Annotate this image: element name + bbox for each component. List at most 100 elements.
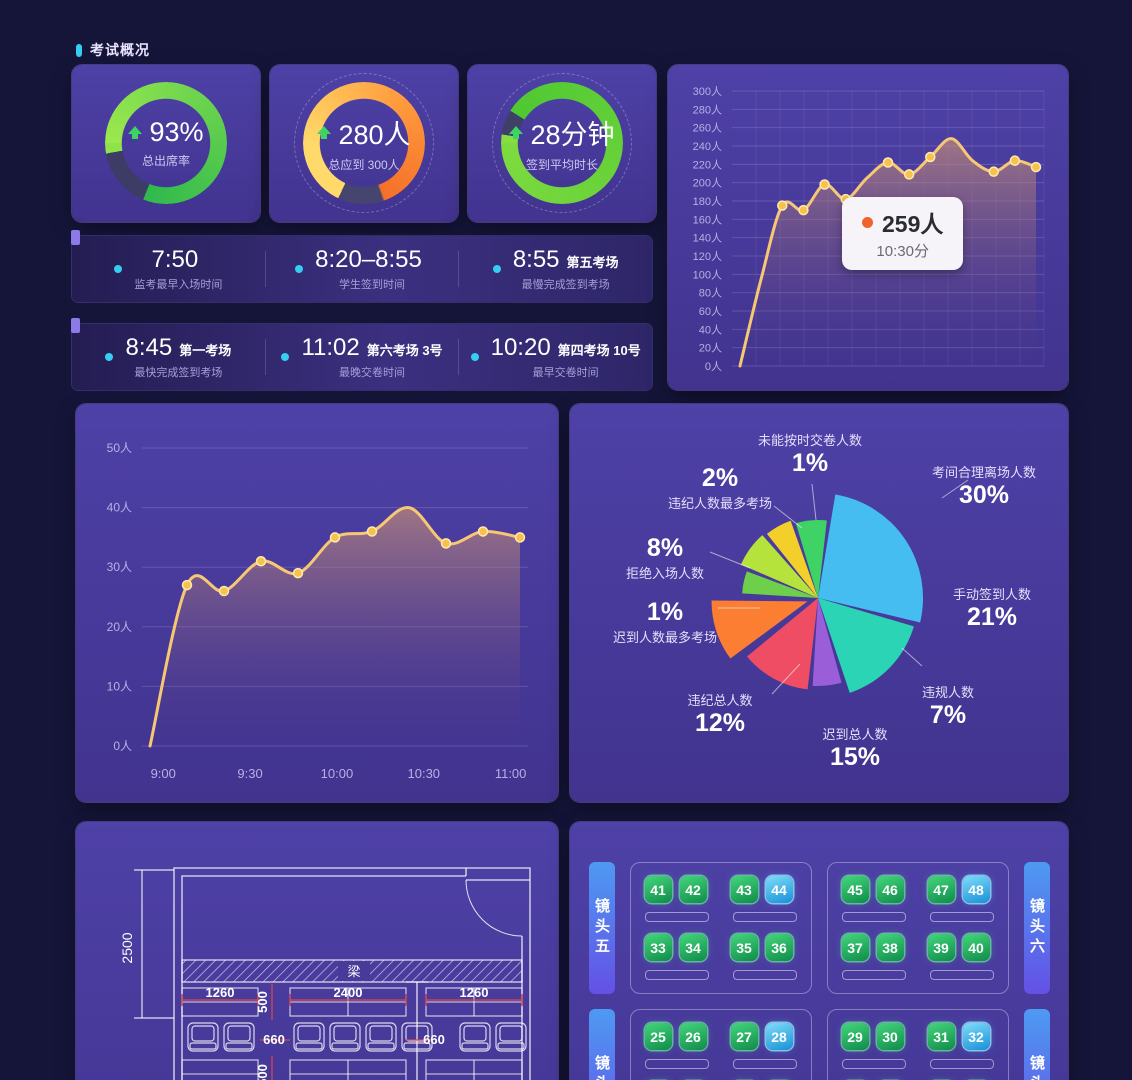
- data-point[interactable]: [777, 200, 788, 211]
- seat-26[interactable]: 26: [679, 1023, 707, 1050]
- seat-39[interactable]: 39: [927, 934, 955, 961]
- tooltip-time: 10:30分: [876, 243, 929, 260]
- svg-text:80人: 80人: [699, 287, 722, 300]
- svg-text:2400: 2400: [334, 985, 363, 1000]
- seat-48[interactable]: 48: [962, 876, 990, 903]
- data-point[interactable]: [181, 579, 193, 591]
- camera-label: 镜头: [1023, 1009, 1050, 1080]
- data-point[interactable]: [1030, 161, 1042, 173]
- data-point[interactable]: [477, 526, 489, 537]
- chairs: [187, 1022, 527, 1052]
- section-bullet-icon: [76, 43, 82, 57]
- seat-43[interactable]: 43: [730, 876, 758, 903]
- data-point[interactable]: [925, 151, 936, 163]
- data-point[interactable]: [514, 532, 526, 543]
- desk-bar: [929, 912, 994, 922]
- data-point[interactable]: [988, 166, 999, 177]
- seat-28[interactable]: 28: [765, 1023, 793, 1050]
- svg-text:30人: 30人: [107, 560, 132, 574]
- dot-icon: [295, 265, 304, 273]
- seat-38[interactable]: 38: [876, 934, 904, 961]
- stat-time: 11:02: [301, 334, 360, 361]
- up-arrow-icon: [317, 125, 332, 140]
- data-point[interactable]: [798, 204, 809, 216]
- seat-block: 25 26 27 28: [629, 1009, 812, 1080]
- seat-42[interactable]: 42: [679, 876, 707, 903]
- data-point[interactable]: [440, 538, 452, 549]
- data-point[interactable]: [903, 169, 915, 180]
- stat-time: 7:50: [151, 246, 199, 273]
- stat-label: 学生签到时间: [339, 279, 405, 291]
- up-arrow-icon: [128, 125, 143, 140]
- data-point[interactable]: [1009, 155, 1021, 166]
- attendance-rate-card: 93% 总出席率: [72, 65, 260, 222]
- svg-text:9:00: 9:00: [151, 766, 176, 781]
- pie-chart-panel: 未能按时交卷人数 1% 考间合理离场人数 30% 2% 违纪人数最多考场 8% 拒绝入场人数 1…: [570, 404, 1068, 802]
- seat-33[interactable]: 33: [644, 934, 672, 961]
- seat-31[interactable]: 31: [927, 1023, 955, 1050]
- stat-proctor-entry: 7:50 监考最早入场时间: [72, 246, 265, 292]
- pie-slice-4[interactable]: [747, 598, 818, 690]
- svg-text:180人: 180人: [693, 195, 722, 208]
- seat-45[interactable]: 45: [841, 876, 869, 903]
- pie-slice-1[interactable]: [818, 494, 923, 623]
- svg-text:280人: 280人: [693, 103, 722, 116]
- desk-bar: [841, 1059, 906, 1069]
- data-point[interactable]: [218, 585, 230, 597]
- seat-40[interactable]: 40: [962, 934, 990, 961]
- seat-47[interactable]: 47: [927, 876, 955, 903]
- desk-bar: [929, 1059, 994, 1069]
- pie-slice-7[interactable]: [740, 535, 818, 598]
- svg-text:60人: 60人: [699, 305, 722, 318]
- data-point[interactable]: [255, 555, 267, 567]
- checkin-pie-chart[interactable]: [570, 404, 1068, 802]
- camera-label: 镜头六: [1023, 862, 1050, 994]
- seat-41[interactable]: 41: [644, 876, 672, 903]
- data-point[interactable]: [329, 532, 341, 543]
- pie-slice-3[interactable]: [812, 598, 842, 686]
- floorplan-panel: 梁: [76, 822, 558, 1080]
- desk-bar: [732, 1059, 797, 1069]
- walls: [173, 867, 531, 1080]
- seat-36[interactable]: 36: [765, 934, 793, 961]
- seatmap-groups: 镜头五 41 42 43 44 33 34 35 36 45 46 47 48 37 38 39 40 镜头六 镜头…: [570, 822, 1068, 1080]
- card-label: 总应到 300人: [328, 158, 400, 172]
- seat-32[interactable]: 32: [962, 1023, 990, 1050]
- pie-slice-6[interactable]: [742, 571, 818, 598]
- svg-text:1260: 1260: [206, 985, 235, 1000]
- pie-slice-2[interactable]: [818, 598, 914, 693]
- seat-35[interactable]: 35: [730, 934, 758, 961]
- seat-block: 41 42 43 44 33 34 35 36: [629, 862, 812, 994]
- seat-30[interactable]: 30: [876, 1023, 904, 1050]
- seat-37[interactable]: 37: [841, 934, 869, 961]
- data-point[interactable]: [819, 179, 830, 190]
- data-point[interactable]: [292, 567, 304, 579]
- seat-29[interactable]: 29: [841, 1023, 869, 1050]
- room-chart-panel: 0人 10人 20人 30人 40人 50人 9:00 9:30 10:00 10:30 11:00: [76, 404, 558, 802]
- pie-slice-5[interactable]: [711, 600, 808, 659]
- svg-text:660: 660: [423, 1032, 445, 1047]
- seat-34[interactable]: 34: [679, 934, 707, 961]
- svg-text:0人: 0人: [705, 360, 722, 373]
- svg-text:120人: 120人: [693, 250, 722, 263]
- stat-time: 8:45: [125, 334, 173, 361]
- attendance-ring: [105, 82, 227, 204]
- desk-bar: [732, 912, 797, 922]
- room-line-chart[interactable]: 0人 10人 20人 30人 40人 50人 9:00 9:30 10:00 10:30 11:00: [76, 404, 558, 802]
- card-value: 28分钟: [530, 120, 615, 150]
- pie-slice-0[interactable]: [795, 520, 827, 598]
- svg-text:100人: 100人: [693, 268, 722, 281]
- svg-text:10:00: 10:00: [321, 766, 354, 781]
- data-point[interactable]: [366, 526, 378, 537]
- svg-text:660: 660: [263, 1032, 285, 1047]
- stat-suffix: 第五考场: [566, 255, 619, 270]
- seat-46[interactable]: 46: [876, 876, 904, 903]
- svg-text:140人: 140人: [693, 232, 722, 245]
- seat-25[interactable]: 25: [644, 1023, 672, 1050]
- data-point[interactable]: [882, 157, 894, 168]
- pie-slice-8[interactable]: [766, 520, 818, 598]
- seat-27[interactable]: 27: [730, 1023, 758, 1050]
- seat-44[interactable]: 44: [765, 876, 793, 903]
- desks: [181, 987, 523, 1080]
